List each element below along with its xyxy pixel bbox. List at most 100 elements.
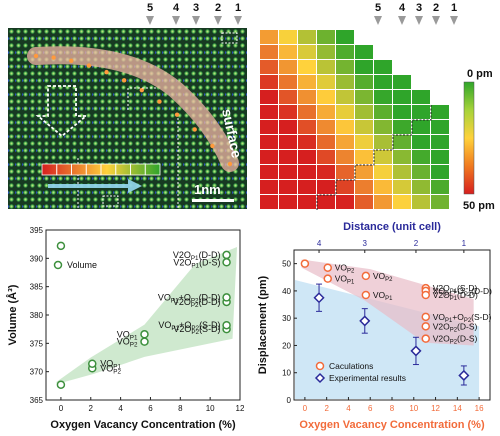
experimental-point [359,315,371,327]
heatmap-cell [355,180,373,194]
calculation-band [301,259,474,346]
experimental-point [313,292,325,304]
x-tick-label: 2 [89,404,94,413]
heatmap-cell [298,30,316,44]
stem-image: surface 1nm [8,28,247,209]
calc-legend-label: Caculations [329,361,373,371]
heatmap-cell [431,195,449,209]
x-tick-label: 6 [148,404,153,413]
heatmap-cell [260,135,278,149]
calculation-point-label: VOP1 [373,290,393,302]
heatmap-cell [298,90,316,104]
x2-tick-label: 3 [363,239,368,248]
disp-x2-label: Distance (unit cell) [343,221,441,233]
heatmap-blank [430,59,450,75]
calculation-point [300,259,310,268]
heatmap-blank [392,59,412,75]
exp-legend-label: Experimental results [329,373,406,383]
y-tick-label: 380 [30,311,44,320]
heatmap-cell [317,75,335,89]
volume-point-label: V2OP1(D-S) [173,257,220,269]
heatmap-cell [260,150,278,164]
heatmap-cell [279,120,297,134]
volume-y-label: Volume (Å³) [6,284,19,345]
heatmap-blank [373,44,393,60]
heatmap-cell [393,150,411,164]
band-dot [139,87,145,93]
heatmap-cell [317,30,335,44]
heatmap-blank [411,29,431,45]
heatmap-cell [317,195,335,209]
heatmap-cell [431,135,449,149]
heatmap-cell [336,45,354,59]
y-tick-label: 30 [282,314,291,323]
heatmap-cell [412,120,430,134]
x-tick-label: 4 [118,404,123,413]
volume-point [222,320,231,330]
heatmap-blank [430,74,450,90]
heatmap-cell [355,105,373,119]
calculation-point-label: VOP1+OP2(D-D) [433,286,492,298]
heatmap-cell [279,105,297,119]
volume-point-label: VOP1 [100,359,121,371]
heatmap-cell [260,30,278,44]
calculation-point [361,290,371,300]
heatmap-cell [298,45,316,59]
heatmap-cell [260,45,278,59]
hm-col-marker-label: 4 [399,2,406,14]
col-marker-arrow [146,16,154,25]
heatmap-cell [317,90,335,104]
x-tick-label: 4 [346,404,351,413]
x2-tick-label: 2 [414,239,419,248]
y-tick-label: 395 [30,226,44,235]
heatmap-cell [317,135,335,149]
heatmap-cell [393,90,411,104]
volume-point [222,258,231,267]
hm-col-marker-label: 5 [375,2,381,14]
scale-label: 1nm [194,182,221,197]
heatmap-cell [336,195,354,209]
heatmap-cell [336,105,354,119]
heatmap-cell [374,60,392,74]
band-dot [86,63,92,68]
calculation-point-label: VOP2 [373,271,393,283]
hm-col-marker-arrow [415,16,423,25]
heatmap-cell [412,135,430,149]
heatmap-cell [279,165,297,179]
volume-point [56,241,66,251]
heatmap-cell [298,195,316,209]
colorbar-bottom-label: 50 pm [463,200,495,212]
heatmap-cell [355,120,373,134]
band-dot [174,112,180,117]
band-dots [33,53,233,167]
heatmap-cell [298,120,316,134]
y-tick-label: 365 [30,396,44,405]
heatmap-cell [355,135,373,149]
heatmap-blank [430,89,450,105]
band-dot [210,143,215,149]
x-tick-label: 10 [206,404,215,413]
x-tick-label: 12 [431,404,440,413]
band-dot [69,58,74,63]
y-tick-label: 40 [282,287,291,296]
heatmap-cell [260,75,278,89]
heatmap-cell [412,180,430,194]
hm-col-marker-label: 2 [433,2,439,14]
band-dot [51,55,56,60]
calculation-point [323,274,333,283]
volume-legend-label: Volume [67,260,97,270]
heatmap-cell [279,30,297,44]
x-tick-label: 8 [390,404,395,413]
color-strip [41,163,161,176]
heatmap-cell [336,120,354,134]
calculation-point-label: VOP2 [335,263,355,275]
x2-tick-label: 4 [317,239,322,248]
y-tick-label: 390 [30,254,44,263]
col-marker-label: 3 [193,2,199,14]
heatmap-cell [260,180,278,194]
calculation-point [421,334,431,343]
heatmap-cell [260,165,278,179]
heatmap-cell [336,150,354,164]
heatmap-cell [317,45,335,59]
heatmap-cell [355,165,373,179]
